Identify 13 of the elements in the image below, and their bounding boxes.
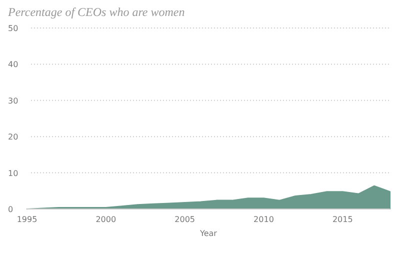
chart-title: Percentage of CEOs who are women bbox=[7, 5, 185, 19]
y-tick-label: 30 bbox=[8, 96, 18, 106]
x-tick-label: 2000 bbox=[96, 215, 116, 224]
y-tick-label: 20 bbox=[8, 132, 18, 142]
x-axis-title: Year bbox=[199, 229, 218, 238]
x-tick-label: 2010 bbox=[254, 215, 274, 224]
x-tick-label: 2015 bbox=[332, 215, 353, 224]
y-tick-label: 50 bbox=[8, 24, 18, 33]
x-tick-label: 1995 bbox=[16, 215, 38, 224]
y-tick-label: 40 bbox=[8, 60, 18, 70]
y-tick-label: 0 bbox=[8, 205, 14, 214]
y-tick-label: 10 bbox=[8, 168, 18, 178]
x-tick-label: 2005 bbox=[174, 215, 196, 224]
